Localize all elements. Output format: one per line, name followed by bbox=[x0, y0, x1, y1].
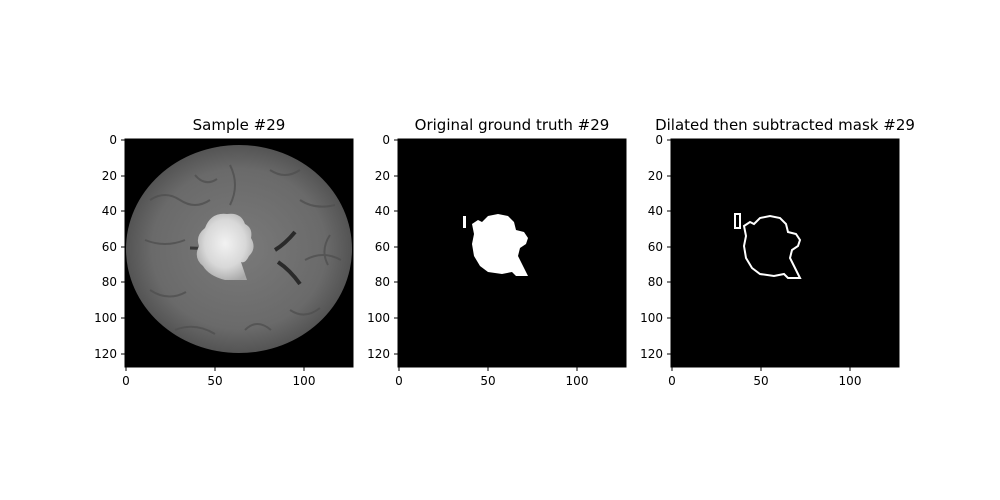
y-tick-label: 100 bbox=[367, 311, 390, 325]
y-tick-label: 40 bbox=[648, 204, 663, 218]
y-tick-label: 20 bbox=[648, 169, 663, 183]
lesion-region bbox=[196, 213, 254, 280]
x-tick-label: 50 bbox=[753, 374, 768, 388]
y-tick-label: 60 bbox=[102, 240, 117, 254]
y-tick-label: 80 bbox=[648, 275, 663, 289]
axes-frame bbox=[124, 138, 354, 368]
lesion-mask bbox=[463, 214, 528, 276]
panel-title-ground-truth: Original ground truth #29 bbox=[415, 116, 610, 134]
y-tick-label: 80 bbox=[102, 275, 117, 289]
y-tick-label: 120 bbox=[94, 347, 117, 361]
y-tick-label: 80 bbox=[375, 275, 390, 289]
lesion-outline bbox=[734, 213, 802, 279]
y-tick-label: 100 bbox=[640, 311, 663, 325]
y-tick-label: 60 bbox=[375, 240, 390, 254]
y-tick-label: 40 bbox=[375, 204, 390, 218]
y-tick-label: 100 bbox=[94, 311, 117, 325]
panel-sample: Sample #29 bbox=[94, 116, 354, 388]
y-tick-label: 120 bbox=[640, 347, 663, 361]
y-tick-label: 40 bbox=[102, 204, 117, 218]
y-tick-label: 20 bbox=[102, 169, 117, 183]
y-tick-label: 0 bbox=[655, 133, 663, 147]
x-tick-label: 100 bbox=[839, 374, 862, 388]
y-tick-label: 0 bbox=[109, 133, 117, 147]
y-tick-label: 0 bbox=[382, 133, 390, 147]
x-tick-label: 0 bbox=[122, 374, 130, 388]
x-tick-label: 50 bbox=[207, 374, 222, 388]
x-tick-label: 0 bbox=[668, 374, 676, 388]
x-tick-label: 100 bbox=[293, 374, 316, 388]
x-tick-label: 0 bbox=[395, 374, 403, 388]
panel-title-outline-mask: Dilated then subtracted mask #29 bbox=[655, 116, 915, 134]
panel-outline-mask: Dilated then subtracted mask #29 0 20 40… bbox=[640, 116, 915, 388]
outline-image bbox=[671, 139, 899, 367]
x-tick-label: 50 bbox=[480, 374, 495, 388]
panel-ground-truth: Original ground truth #29 0 20 40 60 80 … bbox=[367, 116, 627, 388]
y-tick-label: 120 bbox=[367, 347, 390, 361]
x-tick-label: 100 bbox=[566, 374, 589, 388]
brain-mri-image bbox=[126, 145, 352, 353]
y-tick-label: 60 bbox=[648, 240, 663, 254]
panel-title-sample: Sample #29 bbox=[193, 116, 286, 134]
y-tick-label: 20 bbox=[375, 169, 390, 183]
